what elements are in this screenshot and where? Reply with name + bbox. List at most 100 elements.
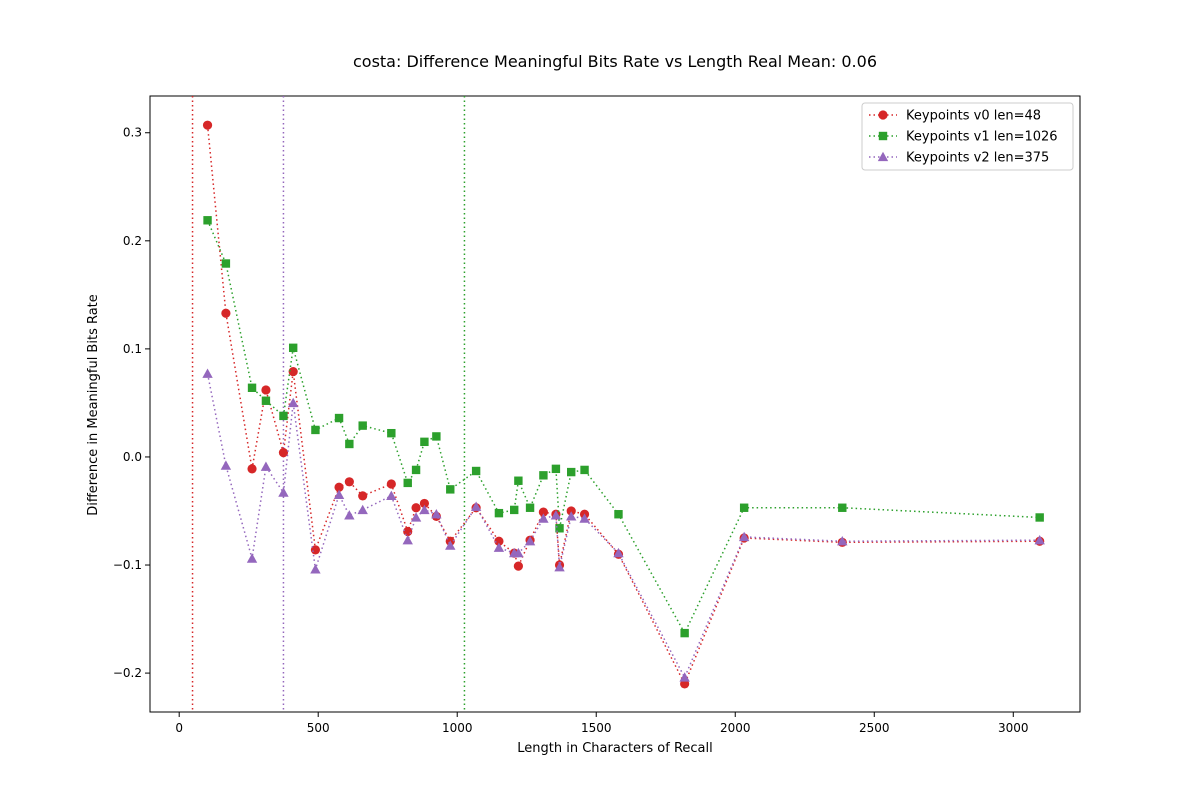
- legend: Keypoints v0 len=48 Keypoints v1 len=1026…: [861, 102, 1074, 171]
- data-point-triangle: [260, 461, 272, 471]
- data-point-triangle: [310, 564, 321, 574]
- data-point-square: [334, 413, 344, 423]
- y-tick-label: 0.3: [123, 126, 142, 140]
- data-point-square: [288, 343, 298, 353]
- x-axis-label: Length in Characters of Recall: [517, 741, 713, 756]
- data-point-triangle: [431, 509, 442, 519]
- data-point-triangle: [470, 501, 482, 511]
- x-tick-label: 1500: [581, 721, 612, 735]
- x-tick-label: 500: [307, 721, 330, 735]
- data-point-circle: [403, 526, 413, 537]
- data-point-triangle: [287, 397, 299, 408]
- legend-label: Keypoints v1 len=1026: [906, 130, 1058, 145]
- data-point-square: [510, 505, 519, 515]
- data-point-triangle: [524, 536, 536, 546]
- data-point-circle: [334, 482, 344, 492]
- x-tick-label: 1000: [442, 721, 473, 735]
- data-point-circle: [288, 366, 298, 377]
- data-point-square: [567, 467, 576, 477]
- data-point-triangle: [344, 510, 355, 520]
- data-point-circle: [261, 385, 271, 395]
- data-point-circle: [419, 498, 430, 509]
- data-point-square: [551, 464, 561, 474]
- legend-label: Keypoints v0 len=48: [906, 109, 1041, 124]
- data-point-triangle: [550, 510, 562, 520]
- data-point-triangle: [386, 490, 397, 501]
- data-point-circle: [202, 120, 213, 130]
- y-tick-label: 0.2: [123, 234, 142, 248]
- axes-frame: [149, 95, 1081, 713]
- data-point-circle: [538, 507, 549, 517]
- plot-area: 0 500 1000 1500 2000 2500 3000 −0.2 −0.1 0.0 0.1 0.…: [113, 95, 1081, 735]
- x-tick-label: 3000: [998, 721, 1029, 735]
- data-point-triangle: [419, 504, 430, 515]
- data-point-triangle: [877, 151, 889, 162]
- data-point-triangle: [837, 536, 848, 546]
- data-point-square: [261, 396, 271, 405]
- data-point-triangle: [410, 512, 422, 522]
- x-tick-label: 0: [175, 721, 183, 735]
- data-point-circle: [310, 545, 321, 555]
- data-point-triangle: [493, 542, 505, 552]
- data-point-triangle: [357, 504, 368, 515]
- data-point-square: [614, 510, 623, 519]
- y-tick-label: −0.1: [113, 558, 142, 572]
- data-point-square: [1035, 513, 1044, 522]
- data-point-circle: [278, 448, 289, 458]
- legend-box: [861, 102, 1074, 171]
- data-point-triangle: [402, 534, 413, 545]
- data-point-triangle: [1034, 534, 1045, 545]
- series-group: [202, 120, 1045, 689]
- data-point-circle: [680, 679, 690, 689]
- data-point-triangle: [445, 540, 456, 550]
- data-point-triangle: [613, 547, 624, 558]
- data-point-circle: [494, 536, 504, 546]
- data-point-square: [494, 508, 504, 518]
- data-point-circle: [247, 464, 257, 474]
- data-point-square: [221, 259, 231, 268]
- chart-title: costa: Difference Meaningful Bits Rate v…: [353, 52, 877, 71]
- data-point-circle: [411, 503, 421, 513]
- data-point-square: [878, 131, 888, 141]
- data-point-square: [539, 471, 548, 480]
- data-point-square: [420, 437, 429, 447]
- data-point-circle: [358, 491, 368, 501]
- data-point-circle: [513, 561, 523, 571]
- data-point-square: [403, 478, 412, 488]
- data-point-square: [387, 428, 396, 438]
- data-point-square: [203, 216, 212, 225]
- data-point-square: [311, 425, 320, 435]
- data-point-triangle: [278, 487, 289, 497]
- data-point-triangle: [202, 368, 213, 378]
- data-point-circle: [221, 308, 231, 318]
- data-point-square: [580, 465, 589, 475]
- data-point-triangle: [579, 513, 590, 523]
- y-tick-label: −0.2: [113, 666, 142, 680]
- data-point-square: [739, 503, 749, 512]
- data-point-triangle: [566, 511, 577, 521]
- x-tick-label: 2500: [859, 721, 890, 735]
- data-point-square: [555, 524, 564, 533]
- data-point-triangle: [220, 460, 232, 470]
- x-tick-label: 2000: [720, 721, 751, 735]
- data-point-square: [525, 503, 535, 512]
- y-tick-label: 0.0: [123, 450, 142, 464]
- data-point-triangle: [513, 547, 524, 558]
- data-point-triangle: [538, 513, 549, 523]
- data-point-square: [432, 432, 441, 441]
- data-point-circle: [386, 479, 396, 489]
- data-point-square: [680, 628, 689, 638]
- data-point-square: [471, 466, 481, 476]
- data-point-circle: [878, 110, 888, 120]
- data-point-square: [345, 439, 354, 449]
- data-point-square: [838, 503, 847, 512]
- data-point-square: [514, 476, 523, 485]
- data-point-triangle: [554, 561, 565, 572]
- data-point-triangle: [738, 531, 750, 542]
- data-point-circle: [344, 477, 354, 487]
- data-point-triangle: [333, 489, 345, 499]
- data-point-circle: [566, 506, 576, 516]
- data-point-square: [358, 421, 367, 430]
- y-axis-label: Difference in Meaningful Bits Rate: [86, 294, 101, 516]
